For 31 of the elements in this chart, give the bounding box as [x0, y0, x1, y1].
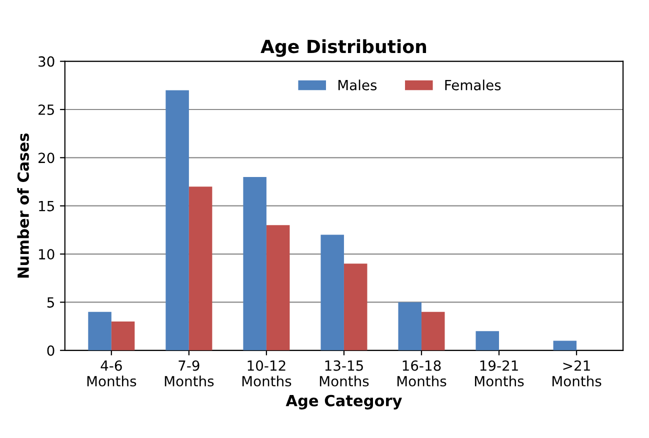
- bar: [243, 176, 266, 350]
- bar: [421, 312, 445, 350]
- x-tick-label: 10-12 Months: [242, 360, 292, 386]
- bar: [553, 340, 577, 350]
- x-tick-label: 7-9 Months: [164, 360, 214, 386]
- y-tick-label: 30: [38, 56, 54, 67]
- x-tick-label: 16-18 Months: [397, 360, 446, 386]
- bar: [320, 234, 344, 350]
- bar: [111, 321, 135, 350]
- bar: [344, 264, 368, 350]
- x-tick-label: 19-21 Months: [474, 360, 524, 386]
- bar: [266, 225, 290, 350]
- bar: [398, 302, 422, 350]
- y-tick-label: 15: [39, 201, 54, 212]
- x-axis-title: Age Category: [286, 394, 402, 410]
- legend-label: Males: [338, 80, 377, 90]
- y-axis-title: Number of Cases: [17, 133, 29, 278]
- bar: [476, 331, 500, 350]
- bar: [166, 90, 189, 350]
- y-tick-label: 5: [47, 297, 54, 308]
- bar: [188, 186, 212, 350]
- y-tick-label: 25: [38, 104, 54, 115]
- x-tick-label: 13-15 Months: [320, 360, 369, 386]
- x-tick-label: >21 Months: [552, 360, 602, 386]
- chart-title: Age Distribution: [260, 39, 426, 57]
- legend-label: Females: [445, 80, 501, 90]
- y-tick-label: 20: [38, 152, 54, 164]
- x-tick-label: 4-6 Months: [87, 360, 136, 386]
- y-tick-label: 0: [47, 345, 54, 356]
- y-tick-label: 10: [39, 249, 54, 260]
- bar: [88, 312, 112, 350]
